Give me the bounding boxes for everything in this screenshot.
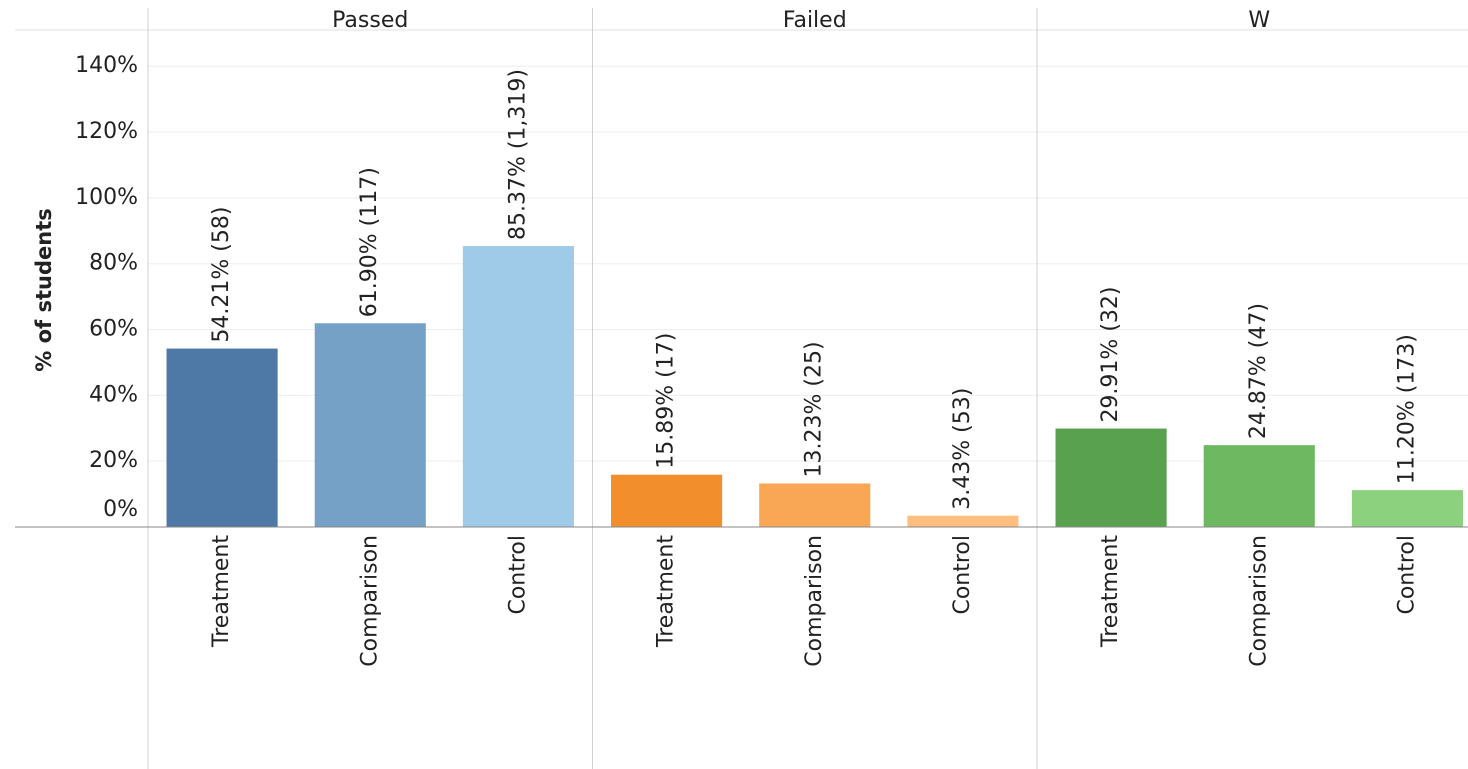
value-label: 3.43% (53) xyxy=(950,388,975,510)
value-label: 85.37% (1,319) xyxy=(505,69,530,240)
x-tick-label: Treatment xyxy=(1098,535,1123,648)
y-tick-label: 120% xyxy=(75,119,138,144)
x-tick-label: Treatment xyxy=(209,535,234,648)
x-tick-label: Treatment xyxy=(654,535,679,648)
x-tick-label: Comparison xyxy=(357,535,382,667)
x-tick-label: Control xyxy=(950,535,975,615)
x-tick-label: Comparison xyxy=(802,535,827,667)
value-label: 13.23% (25) xyxy=(802,341,827,477)
panel-title: W xyxy=(1248,8,1270,33)
y-tick-label: 40% xyxy=(89,382,138,407)
value-label: 24.87% (47) xyxy=(1246,303,1271,439)
y-tick-label: 20% xyxy=(89,448,138,473)
bar xyxy=(1055,428,1167,527)
y-tick-label: 0% xyxy=(103,497,138,522)
y-tick-label: 100% xyxy=(75,185,138,210)
x-tick-label: Control xyxy=(505,535,530,615)
value-label: 15.89% (17) xyxy=(654,333,679,469)
x-tick-label: Control xyxy=(1394,535,1419,615)
bar xyxy=(759,483,871,527)
panel-title: Failed xyxy=(783,8,847,33)
bar xyxy=(314,323,426,527)
value-label: 54.21% (58) xyxy=(209,207,234,343)
bar xyxy=(907,515,1019,527)
bar xyxy=(1203,445,1315,527)
value-label: 61.90% (117) xyxy=(357,167,382,317)
value-label: 29.91% (32) xyxy=(1098,287,1123,423)
bar xyxy=(1351,490,1463,527)
bar xyxy=(166,348,278,527)
bar xyxy=(462,246,574,527)
value-label: 11.20% (173) xyxy=(1394,334,1419,484)
bar xyxy=(611,474,723,527)
panel-title: Passed xyxy=(332,8,408,33)
y-tick-label: 60% xyxy=(89,317,138,342)
y-tick-label: 140% xyxy=(75,53,138,78)
x-tick-label: Comparison xyxy=(1246,535,1271,667)
y-tick-label: 80% xyxy=(89,251,138,276)
y-axis-title: % of students xyxy=(32,208,56,371)
